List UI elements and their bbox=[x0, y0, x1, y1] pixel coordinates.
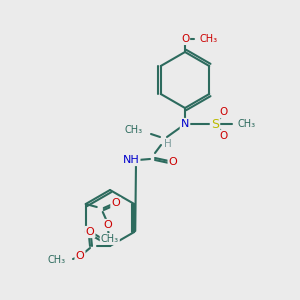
Text: O: O bbox=[76, 251, 84, 261]
Text: O: O bbox=[103, 220, 112, 230]
Text: CH₃: CH₃ bbox=[48, 255, 66, 265]
Text: S: S bbox=[211, 118, 219, 130]
Text: H: H bbox=[164, 139, 172, 149]
Text: O: O bbox=[219, 107, 227, 117]
Text: O: O bbox=[219, 131, 227, 141]
Text: O: O bbox=[85, 227, 94, 237]
Text: CH₃: CH₃ bbox=[101, 234, 119, 244]
Text: CH₃: CH₃ bbox=[199, 34, 217, 44]
Text: CH₃: CH₃ bbox=[125, 125, 143, 135]
Text: O: O bbox=[111, 198, 120, 208]
Text: CH₃: CH₃ bbox=[237, 119, 255, 129]
Text: O: O bbox=[181, 34, 189, 44]
Text: N: N bbox=[181, 119, 189, 129]
Text: NH: NH bbox=[123, 155, 140, 165]
Text: O: O bbox=[169, 157, 177, 167]
